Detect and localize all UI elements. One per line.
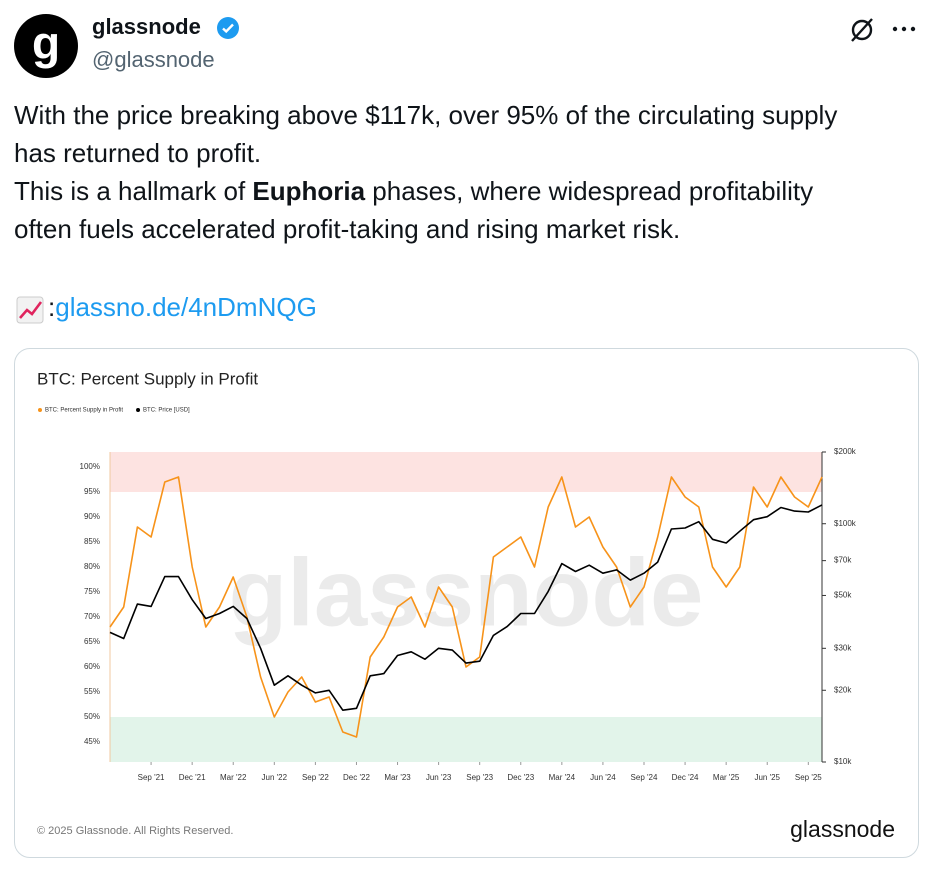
bold-text: Euphoria [252,176,366,206]
verified-badge [217,17,239,39]
x-tick-label: Mar '22 [220,773,247,782]
legend-marker [38,408,42,412]
chart-emoji [16,296,44,324]
y-tick-label: 80% [84,562,100,571]
tweet-text: This is a hallmark of Euphoria phases, w… [14,176,813,207]
brand-logo: glassnode [790,816,895,842]
y2-tick-label: $50k [834,591,852,600]
x-tick-label: Jun '23 [426,773,452,782]
legend-marker [136,408,141,412]
x-tick-label: Dec '21 [179,773,206,782]
footer: © 2025 Glassnode. All Rights Reserved. [37,825,233,837]
y2-tick-label: $20k [834,685,852,694]
zone [110,717,822,762]
legend-label: BTC: Price [USD] [143,408,190,414]
text: : [48,292,56,322]
y-tick-label: 55% [84,687,100,696]
tweet-text: has returned to profit. [14,138,262,168]
x-tick-label: Jun '24 [590,773,616,782]
y-tick-label: 100% [80,462,100,471]
zone [110,452,822,492]
y-tick-label: 50% [84,712,100,721]
tweet-text: With the price breaking above $117k, ove… [14,100,838,130]
y-tick-label: 65% [84,637,100,646]
x-tick-label: Dec '24 [672,773,699,782]
y-tick-label: 95% [84,487,100,496]
y2-tick-label: $70k [834,556,852,565]
y-tick-label: 45% [84,737,100,746]
x-tick-label: Jun '22 [262,773,288,782]
x-tick-label: Mar '24 [549,773,576,782]
y-tick-label: 90% [84,512,100,521]
y2-tick-label: $10k [834,757,852,766]
x-tick-label: Jun '25 [754,773,780,782]
text: phases, where widespread profitability [365,176,814,206]
x-tick-label: Sep '24 [631,773,658,782]
x-tick-label: Dec '23 [507,773,534,782]
display-name[interactable]: glassnode [92,14,201,39]
x-tick-label: Mar '25 [713,773,740,782]
x-tick-label: Sep '22 [302,773,329,782]
link[interactable]: glassno.de/4nDmNQG [55,292,317,322]
grok-icon[interactable] [848,16,876,44]
x-tick-label: Sep '25 [795,773,822,782]
more-icon[interactable] [890,22,918,36]
handle[interactable]: @glassnode [92,47,215,72]
series-line [109,504,823,711]
y2-tick-label: $200k [834,447,857,456]
x-tick-label: Sep '21 [138,773,165,782]
avatar[interactable]: g [14,14,78,78]
tweet-text: often fuels accelerated profit-taking an… [14,214,681,244]
x-tick-label: Dec '22 [343,773,370,782]
y-tick-label: 60% [84,662,100,671]
link-line: :glassno.de/4nDmNQG [48,292,317,323]
legend-label: BTC: Percent Supply in Profit [45,408,123,414]
x-tick-label: Mar '23 [384,773,411,782]
x-tick-label: Sep '23 [466,773,493,782]
y2-tick-label: $100k [834,519,857,528]
y2-tick-label: $30k [834,643,852,652]
chart-title: BTC: Percent Supply in Profit [37,369,258,388]
text: This is a hallmark of [14,176,253,206]
y-tick-label: 70% [84,612,100,621]
y-tick-label: 85% [84,537,100,546]
watermark: glassnode [229,539,704,646]
media-card[interactable] [14,348,919,858]
y-tick-label: 75% [84,587,100,596]
